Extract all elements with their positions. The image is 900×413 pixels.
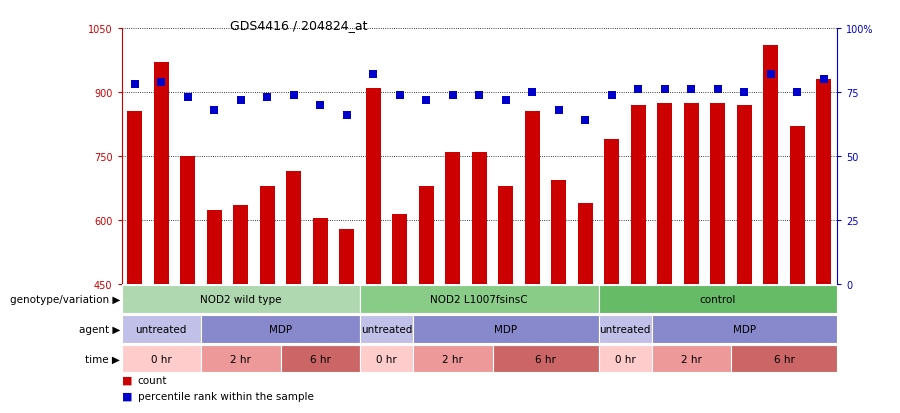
Bar bbox=[684, 104, 698, 285]
Bar bbox=[598, 316, 652, 343]
Bar bbox=[413, 345, 492, 373]
Point bbox=[605, 92, 619, 99]
Text: 2 hr: 2 hr bbox=[680, 354, 702, 364]
Bar bbox=[652, 316, 837, 343]
Bar bbox=[360, 316, 413, 343]
Point bbox=[790, 90, 805, 96]
Bar bbox=[552, 180, 566, 285]
Bar bbox=[710, 104, 725, 285]
Bar bbox=[790, 127, 805, 285]
Text: GDS4416 / 204824_at: GDS4416 / 204824_at bbox=[230, 19, 367, 31]
Bar bbox=[122, 286, 360, 313]
Text: 0 hr: 0 hr bbox=[376, 354, 397, 364]
Bar bbox=[233, 206, 248, 285]
Point bbox=[207, 107, 221, 114]
Text: MDP: MDP bbox=[269, 324, 292, 334]
Bar bbox=[201, 345, 281, 373]
Point bbox=[552, 107, 566, 114]
Bar bbox=[360, 345, 413, 373]
Bar bbox=[737, 106, 751, 285]
Text: MDP: MDP bbox=[494, 324, 518, 334]
Bar bbox=[731, 345, 837, 373]
Point bbox=[816, 77, 831, 83]
Text: untreated: untreated bbox=[136, 324, 187, 334]
Text: genotype/variation ▶: genotype/variation ▶ bbox=[10, 294, 120, 304]
Text: agent ▶: agent ▶ bbox=[78, 324, 120, 334]
Text: MDP: MDP bbox=[733, 324, 756, 334]
Text: 0 hr: 0 hr bbox=[151, 354, 172, 364]
Bar bbox=[419, 187, 434, 285]
Point bbox=[313, 102, 328, 109]
Bar bbox=[652, 345, 731, 373]
Point bbox=[339, 112, 354, 119]
Point bbox=[684, 87, 698, 94]
Text: NOD2 L1007fsinsC: NOD2 L1007fsinsC bbox=[430, 294, 528, 304]
Point bbox=[578, 118, 592, 124]
Bar bbox=[313, 218, 328, 285]
Text: ■: ■ bbox=[122, 391, 132, 401]
Bar bbox=[605, 140, 619, 285]
Point bbox=[260, 95, 274, 101]
Text: untreated: untreated bbox=[599, 324, 651, 334]
Bar bbox=[201, 316, 360, 343]
Point bbox=[286, 92, 301, 99]
Point bbox=[658, 87, 672, 94]
Bar bbox=[816, 80, 831, 285]
Point bbox=[499, 97, 513, 104]
Bar bbox=[499, 187, 513, 285]
Text: 2 hr: 2 hr bbox=[442, 354, 464, 364]
Bar bbox=[392, 214, 407, 285]
Bar bbox=[181, 157, 195, 285]
Point bbox=[631, 87, 645, 94]
Point bbox=[763, 71, 778, 78]
Text: NOD2 wild type: NOD2 wild type bbox=[200, 294, 282, 304]
Point bbox=[234, 97, 248, 104]
Bar bbox=[578, 204, 592, 285]
Bar bbox=[207, 210, 221, 285]
Text: 6 hr: 6 hr bbox=[774, 354, 795, 364]
Bar bbox=[763, 46, 778, 285]
Text: untreated: untreated bbox=[361, 324, 412, 334]
Bar bbox=[128, 112, 142, 285]
Point bbox=[737, 90, 751, 96]
Bar bbox=[658, 104, 672, 285]
Text: 6 hr: 6 hr bbox=[310, 354, 330, 364]
Bar bbox=[598, 286, 837, 313]
Point bbox=[366, 71, 381, 78]
Point bbox=[525, 90, 539, 96]
Bar bbox=[154, 63, 168, 285]
Bar bbox=[631, 106, 645, 285]
Text: time ▶: time ▶ bbox=[86, 354, 120, 364]
Bar bbox=[122, 316, 201, 343]
Bar bbox=[281, 345, 360, 373]
Point bbox=[128, 82, 142, 88]
Bar bbox=[413, 316, 598, 343]
Point bbox=[392, 92, 407, 99]
Text: 2 hr: 2 hr bbox=[230, 354, 251, 364]
Bar bbox=[122, 345, 201, 373]
Point bbox=[419, 97, 434, 104]
Text: ■: ■ bbox=[122, 375, 132, 385]
Text: 6 hr: 6 hr bbox=[536, 354, 556, 364]
Text: control: control bbox=[699, 294, 736, 304]
Bar bbox=[339, 229, 354, 285]
Bar bbox=[525, 112, 539, 285]
Bar bbox=[286, 172, 301, 285]
Bar bbox=[598, 345, 652, 373]
Text: count: count bbox=[138, 375, 167, 385]
Point bbox=[154, 79, 168, 86]
Bar bbox=[492, 345, 598, 373]
Point bbox=[181, 95, 195, 101]
Point bbox=[446, 92, 460, 99]
Point bbox=[711, 87, 725, 94]
Bar bbox=[366, 88, 381, 285]
Text: 0 hr: 0 hr bbox=[615, 354, 635, 364]
Bar bbox=[472, 152, 487, 285]
Text: percentile rank within the sample: percentile rank within the sample bbox=[138, 391, 313, 401]
Bar bbox=[260, 187, 274, 285]
Point bbox=[472, 92, 486, 99]
Bar bbox=[446, 152, 460, 285]
Bar bbox=[360, 286, 598, 313]
